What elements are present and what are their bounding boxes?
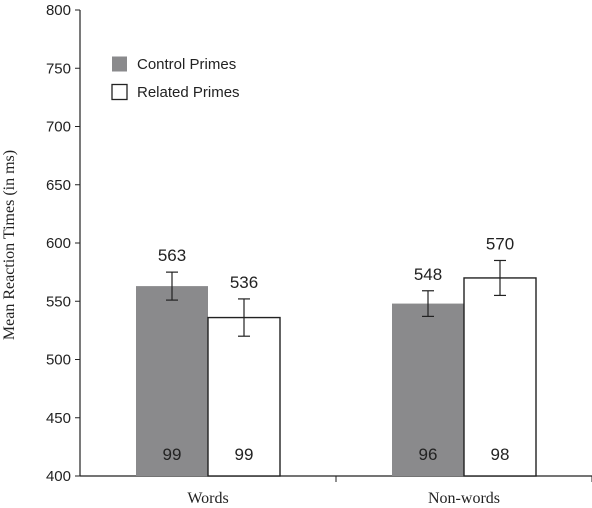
data-label: 570 [486, 234, 514, 253]
y-tick-label: 700 [46, 119, 71, 136]
legend-label: Related Primes [137, 84, 240, 101]
data-label: 548 [414, 265, 442, 284]
legend-swatch [112, 56, 127, 72]
y-tick-label: 400 [46, 468, 71, 485]
legend-label: Control Primes [137, 56, 236, 73]
count-label: 99 [235, 445, 254, 464]
data-label: 536 [230, 273, 258, 292]
y-tick-label: 650 [46, 177, 71, 194]
count-label: 96 [419, 445, 438, 464]
legend-swatch [111, 83, 128, 101]
x-category-label: Words [187, 490, 228, 507]
data-label: 563 [158, 246, 186, 265]
count-label: 99 [163, 445, 182, 464]
y-tick-label: 550 [46, 293, 71, 310]
y-tick-label: 750 [46, 60, 71, 77]
y-tick-label: 450 [46, 410, 71, 427]
bar-control-primes [392, 303, 464, 476]
x-category-label: Non-words [428, 490, 500, 507]
y-tick-label: 500 [46, 352, 71, 369]
bar-related-primes [463, 277, 537, 477]
y-axis-title: Mean Reaction Times (in ms) [1, 150, 18, 340]
count-label: 98 [491, 445, 510, 464]
plot-area: 400 450 500 550 600 650 700 750 800 563 99 536 99 Wor… [46, 2, 592, 507]
y-tick-label: 800 [46, 2, 71, 19]
y-tick-label: 600 [46, 235, 71, 252]
bar-control-primes [136, 286, 208, 476]
